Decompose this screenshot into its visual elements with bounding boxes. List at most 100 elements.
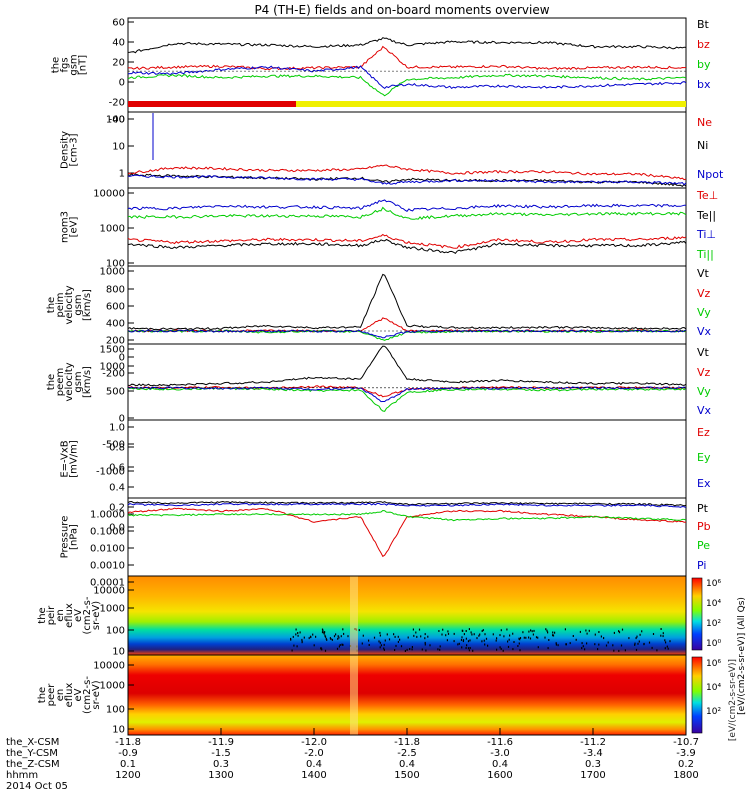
x-tick-label: -10.7 bbox=[673, 737, 699, 748]
noise-dot bbox=[639, 633, 641, 636]
y-axis-label: E=-VxB bbox=[60, 440, 71, 477]
noise-dot bbox=[628, 637, 630, 640]
x-tick-label: 1800 bbox=[673, 770, 698, 781]
colorbar-bottom bbox=[691, 656, 703, 734]
noise-dot bbox=[293, 644, 295, 647]
series-group-3 bbox=[128, 273, 686, 341]
noise-dot bbox=[472, 649, 474, 652]
noise-dot bbox=[437, 648, 439, 651]
noise-dot bbox=[651, 646, 653, 649]
noise-dot bbox=[621, 628, 624, 631]
noise-dot bbox=[420, 635, 422, 638]
noise-dot bbox=[537, 646, 539, 649]
legend-Ey: Ey bbox=[697, 451, 711, 464]
y-tick-label: 0.0 bbox=[109, 523, 125, 534]
noise-dot bbox=[339, 644, 341, 646]
noise-dot bbox=[325, 637, 327, 640]
x-tick-label: 1400 bbox=[301, 770, 326, 781]
noise-dot bbox=[383, 648, 385, 651]
y-tick-label: 0.1000 bbox=[90, 527, 125, 538]
noise-dot bbox=[338, 636, 340, 639]
noise-dot bbox=[361, 642, 363, 645]
y-tick-label: 0 bbox=[119, 353, 125, 364]
noise-dot bbox=[579, 630, 581, 633]
noise-dot bbox=[581, 642, 583, 645]
noise-dot bbox=[337, 637, 339, 640]
x-tick-label: -12.0 bbox=[301, 737, 327, 748]
noise-dot bbox=[565, 643, 567, 646]
noise-dot bbox=[512, 632, 514, 635]
noise-dot bbox=[395, 644, 397, 647]
noise-dot bbox=[660, 634, 662, 637]
series-Pi bbox=[128, 502, 686, 509]
noise-dot bbox=[441, 633, 443, 636]
noise-dot bbox=[297, 634, 299, 637]
y-tick-label: 800 bbox=[106, 285, 125, 296]
x-tick-label: 0.2 bbox=[678, 759, 694, 770]
noise-dot bbox=[660, 628, 662, 630]
noise-dot bbox=[394, 635, 396, 638]
noise-dot bbox=[397, 635, 399, 638]
noise-dot bbox=[321, 648, 323, 651]
noise-dot bbox=[469, 647, 471, 649]
y-tick-label: 100 bbox=[106, 626, 125, 637]
noise-dot bbox=[468, 649, 470, 652]
colorbar-tick: 10⁴ bbox=[706, 683, 721, 693]
noise-dot bbox=[509, 634, 511, 637]
noise-dot bbox=[597, 648, 599, 651]
legend-Te⊥: Te⊥ bbox=[696, 189, 718, 202]
noise-dot bbox=[634, 643, 636, 646]
noise-dot bbox=[656, 649, 658, 652]
noise-dot bbox=[380, 644, 382, 647]
noise-dot bbox=[612, 644, 614, 647]
legend-Ti||: Ti|| bbox=[696, 248, 714, 261]
y-tick-label: 10000 bbox=[93, 661, 125, 672]
noise-dot bbox=[418, 628, 421, 631]
noise-dot bbox=[513, 641, 515, 643]
noise-dot bbox=[662, 635, 664, 638]
mode-bar-yellow bbox=[296, 101, 686, 107]
noise-dot bbox=[643, 643, 645, 646]
noise-dot bbox=[384, 639, 386, 642]
noise-dot bbox=[618, 649, 620, 652]
noise-dot bbox=[544, 636, 546, 639]
legend-Ex: Ex bbox=[697, 477, 711, 490]
y-tick-label: 0.0100 bbox=[90, 544, 125, 555]
y-axis-label: eflux bbox=[64, 683, 75, 708]
noise-dot bbox=[507, 645, 510, 648]
noise-dot bbox=[337, 635, 339, 638]
series-Vy bbox=[128, 387, 686, 412]
x-row-label: the_Y-CSM bbox=[6, 748, 58, 759]
noise-dot bbox=[581, 647, 583, 650]
noise-dot bbox=[584, 648, 586, 651]
y-tick-label: 10 bbox=[112, 725, 125, 736]
x-tick-label: 0.4 bbox=[306, 759, 322, 770]
noise-dot bbox=[502, 649, 504, 652]
noise-dot bbox=[324, 631, 326, 634]
legend-Vz: Vz bbox=[697, 366, 711, 379]
x-tick-label: -3.4 bbox=[583, 748, 603, 759]
noise-dot bbox=[518, 642, 520, 645]
noise-dot bbox=[295, 628, 297, 631]
noise-dot bbox=[358, 629, 360, 632]
legend-Ez: Ez bbox=[697, 426, 710, 439]
series-group-4 bbox=[128, 345, 686, 412]
x-row-label: the_X-CSM bbox=[6, 737, 59, 748]
noise-dot bbox=[473, 633, 475, 636]
y-tick-label: 100 bbox=[106, 259, 125, 270]
series-Pb bbox=[128, 507, 686, 558]
series-Ni bbox=[128, 173, 686, 188]
noise-dot bbox=[379, 646, 381, 649]
noise-dot bbox=[368, 639, 370, 642]
noise-dot bbox=[519, 637, 522, 639]
y-axis-label: [nT] bbox=[78, 55, 89, 75]
y-axis-label: mom3 bbox=[60, 211, 71, 243]
noise-dot bbox=[582, 645, 584, 648]
noise-dot bbox=[479, 633, 481, 636]
legend-Vt: Vt bbox=[697, 267, 710, 280]
y-tick-label: -500 bbox=[102, 440, 125, 451]
noise-dot bbox=[406, 648, 408, 651]
noise-dot bbox=[386, 633, 388, 636]
